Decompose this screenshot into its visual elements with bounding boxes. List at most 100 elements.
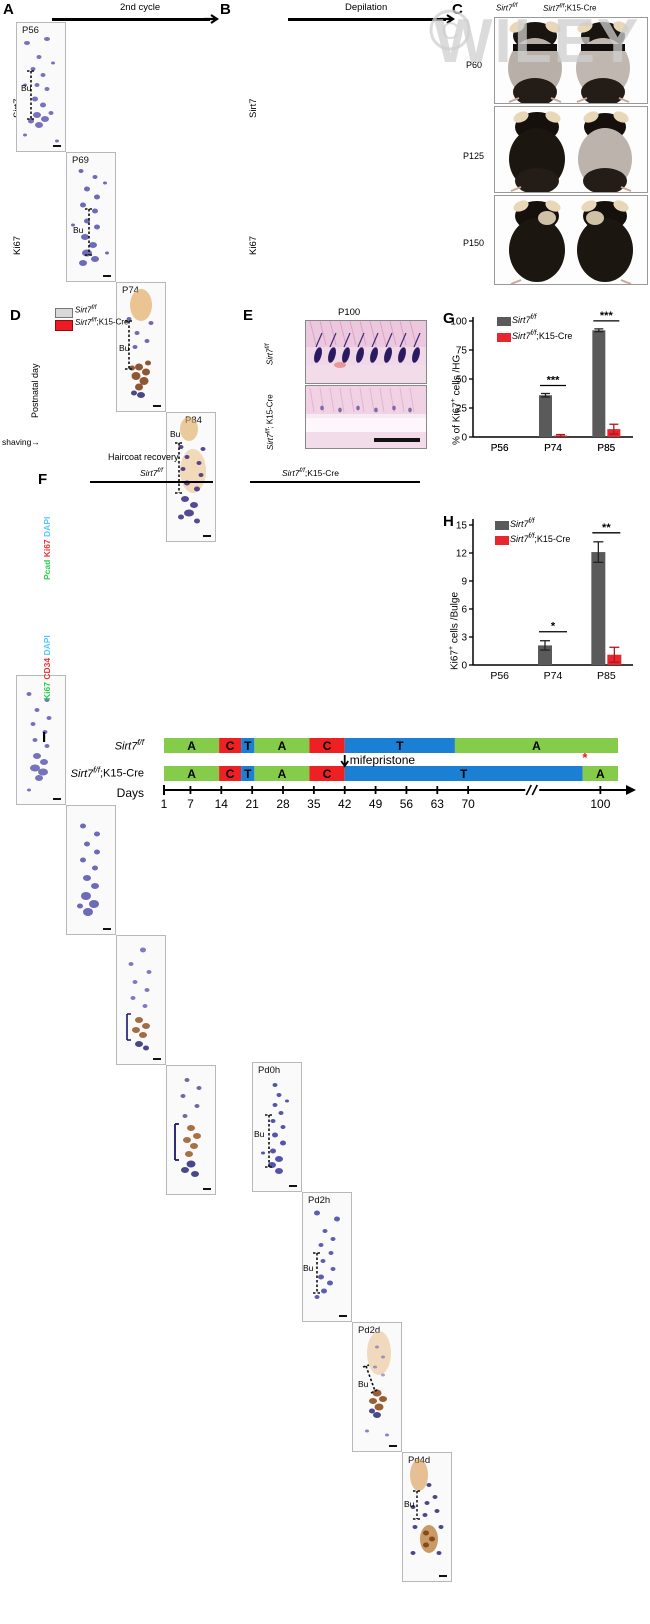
panel-b-letter: B <box>220 1 231 18</box>
panel-g-chart: 0 25 50 75 100 P56 P56 P74 P74 *** P85 P85 *** <box>425 305 650 475</box>
svg-text:6: 6 <box>461 605 467 616</box>
scale-bar <box>339 1315 347 1317</box>
svg-text:35: 35 <box>307 797 321 811</box>
panel-h-ylabel: Ki67+ cells /Bulge <box>448 591 461 670</box>
panel-c-col-label-mutant: Sirt7f/f;K15-Cre <box>543 3 597 13</box>
panel-b-arrow-icon <box>440 14 455 24</box>
panel-d-legend-swatch-control <box>55 308 73 318</box>
panel-a-image-p84-ki67 <box>166 1065 216 1195</box>
svg-text:56: 56 <box>400 797 414 811</box>
panel-a-image-p56-sirt7: P56 Bu <box>16 22 66 152</box>
svg-text:A: A <box>187 767 196 781</box>
panel-g-legend-swatch-control <box>497 317 511 326</box>
panel-d-legend-swatch-mutant <box>55 320 73 331</box>
panel-i-days-label: Days <box>116 786 144 800</box>
panel-a-annotation-bu: Bu <box>21 83 32 93</box>
panel-b-annotation-bu: Bu <box>404 1499 415 1509</box>
panel-d-xlabel: Haircoat recovery <box>108 452 179 462</box>
scale-bar <box>103 275 111 277</box>
svg-text:A: A <box>187 739 196 753</box>
panel-a-header: 2nd cycle <box>120 2 161 13</box>
scale-bar <box>203 535 211 537</box>
panel-f-group-header-mutant: Sirt7f/f;K15-Cre <box>282 467 339 478</box>
svg-text:1: 1 <box>161 797 168 811</box>
svg-text:P85: P85 <box>597 443 615 454</box>
svg-text:49: 49 <box>369 797 383 811</box>
svg-text:P74: P74 <box>544 670 563 682</box>
panel-b-annotation-bu: Bu <box>254 1129 265 1139</box>
panel-a-tag-p74: P74 <box>122 285 139 296</box>
svg-text:C: C <box>226 767 235 781</box>
svg-text:***: *** <box>600 310 614 322</box>
panel-i-row-label-mutant: Sirt7f/f;K15-Cre <box>70 765 144 780</box>
svg-text:***: *** <box>547 375 561 387</box>
panel-g-ylabel: % of Ki67+ cells /HG <box>450 354 463 445</box>
svg-text:P74: P74 <box>544 443 562 454</box>
svg-text:28: 28 <box>276 797 290 811</box>
panel-b-image-pd2d-sirt7: Pd2d Bu <box>352 1322 402 1452</box>
svg-text:P85: P85 <box>597 443 615 454</box>
panel-c-row-label-p60: P60 <box>466 60 483 70</box>
panel-a-image-p74-ki67 <box>116 935 166 1065</box>
svg-text:*: * <box>582 750 588 765</box>
panel-h-legend-label-control: Sirt7f/f <box>510 518 535 529</box>
svg-text:0: 0 <box>461 433 467 444</box>
svg-text:A: A <box>596 767 605 781</box>
panel-f-row1-channel-label: Pcad/Ki67 DAPI <box>42 516 52 580</box>
scale-bar <box>53 798 61 800</box>
panel-a-image-p69-sirt7: P69 Bu <box>66 152 116 282</box>
panel-a-header-rule <box>52 18 210 21</box>
panel-f-group-rule-mutant <box>250 481 420 483</box>
scale-bar <box>103 928 111 930</box>
scale-bar <box>53 145 61 147</box>
svg-text:mifepristone: mifepristone <box>350 753 416 767</box>
panel-c-row-label-p150: P150 <box>463 238 485 248</box>
svg-text:7: 7 <box>187 797 194 811</box>
scale-bar <box>203 1188 211 1190</box>
svg-text:0: 0 <box>461 661 467 672</box>
panel-e-row-label-control: Sirt7f/f <box>265 343 275 365</box>
svg-text:70: 70 <box>461 797 475 811</box>
panel-d-shaving-label: shaving→ <box>2 437 40 447</box>
panel-c-row-label-p125: P125 <box>463 151 485 161</box>
svg-text:A: A <box>278 739 287 753</box>
panel-a-letter: A <box>3 1 14 18</box>
panel-b-annotation-bu: Bu <box>358 1379 369 1389</box>
svg-text:75: 75 <box>456 346 468 357</box>
panel-g-legend-label-mutant: Sirt7f/f;K15-Cre <box>512 330 573 341</box>
panel-a-image-p74-sirt7: P74 Bu <box>116 282 166 412</box>
scale-bar <box>153 1058 161 1060</box>
panel-b-header: Depilation <box>345 2 388 13</box>
svg-text:P56: P56 <box>490 670 509 682</box>
panel-a-image-p56-ki67 <box>16 675 66 805</box>
panel-a-arrow-icon <box>204 14 219 24</box>
svg-text:T: T <box>244 767 252 781</box>
svg-text:C: C <box>441 18 458 45</box>
panel-f-letter: F <box>38 471 48 488</box>
svg-text:P56: P56 <box>491 443 509 454</box>
svg-text:C: C <box>226 739 235 753</box>
panel-g-legend-swatch-mutant <box>497 333 511 342</box>
svg-text:C: C <box>323 767 332 781</box>
panel-b-row-label-ki67: Ki67 <box>248 235 259 255</box>
svg-text:14: 14 <box>215 797 229 811</box>
panel-h-legend-swatch-control <box>495 521 509 530</box>
svg-text:**: ** <box>602 522 611 534</box>
svg-text:*: * <box>551 621 556 633</box>
panel-a-tag-p69: P69 <box>72 155 89 166</box>
panel-h-legend-swatch-mutant <box>495 536 509 545</box>
panel-e-row-label-mutant: Sirt7f/f; K15-Cre <box>265 394 275 450</box>
panel-a-image-p84-sirt7: P84 Bu <box>166 412 216 542</box>
panel-h-letter: H <box>443 513 454 530</box>
panel-e-image-control <box>305 320 427 384</box>
svg-text:T: T <box>244 739 252 753</box>
panel-e-letter: E <box>243 307 254 324</box>
svg-text:A: A <box>278 767 287 781</box>
panel-e-title: P100 <box>338 307 361 318</box>
panel-b-row-label-sirt7: Sirt7 <box>248 98 259 118</box>
scale-bar <box>389 1445 397 1447</box>
panel-g-letter: G <box>443 310 455 327</box>
panel-g-legend-label-control: Sirt7f/f <box>512 314 537 325</box>
panel-c-photo-p60 <box>494 17 648 104</box>
